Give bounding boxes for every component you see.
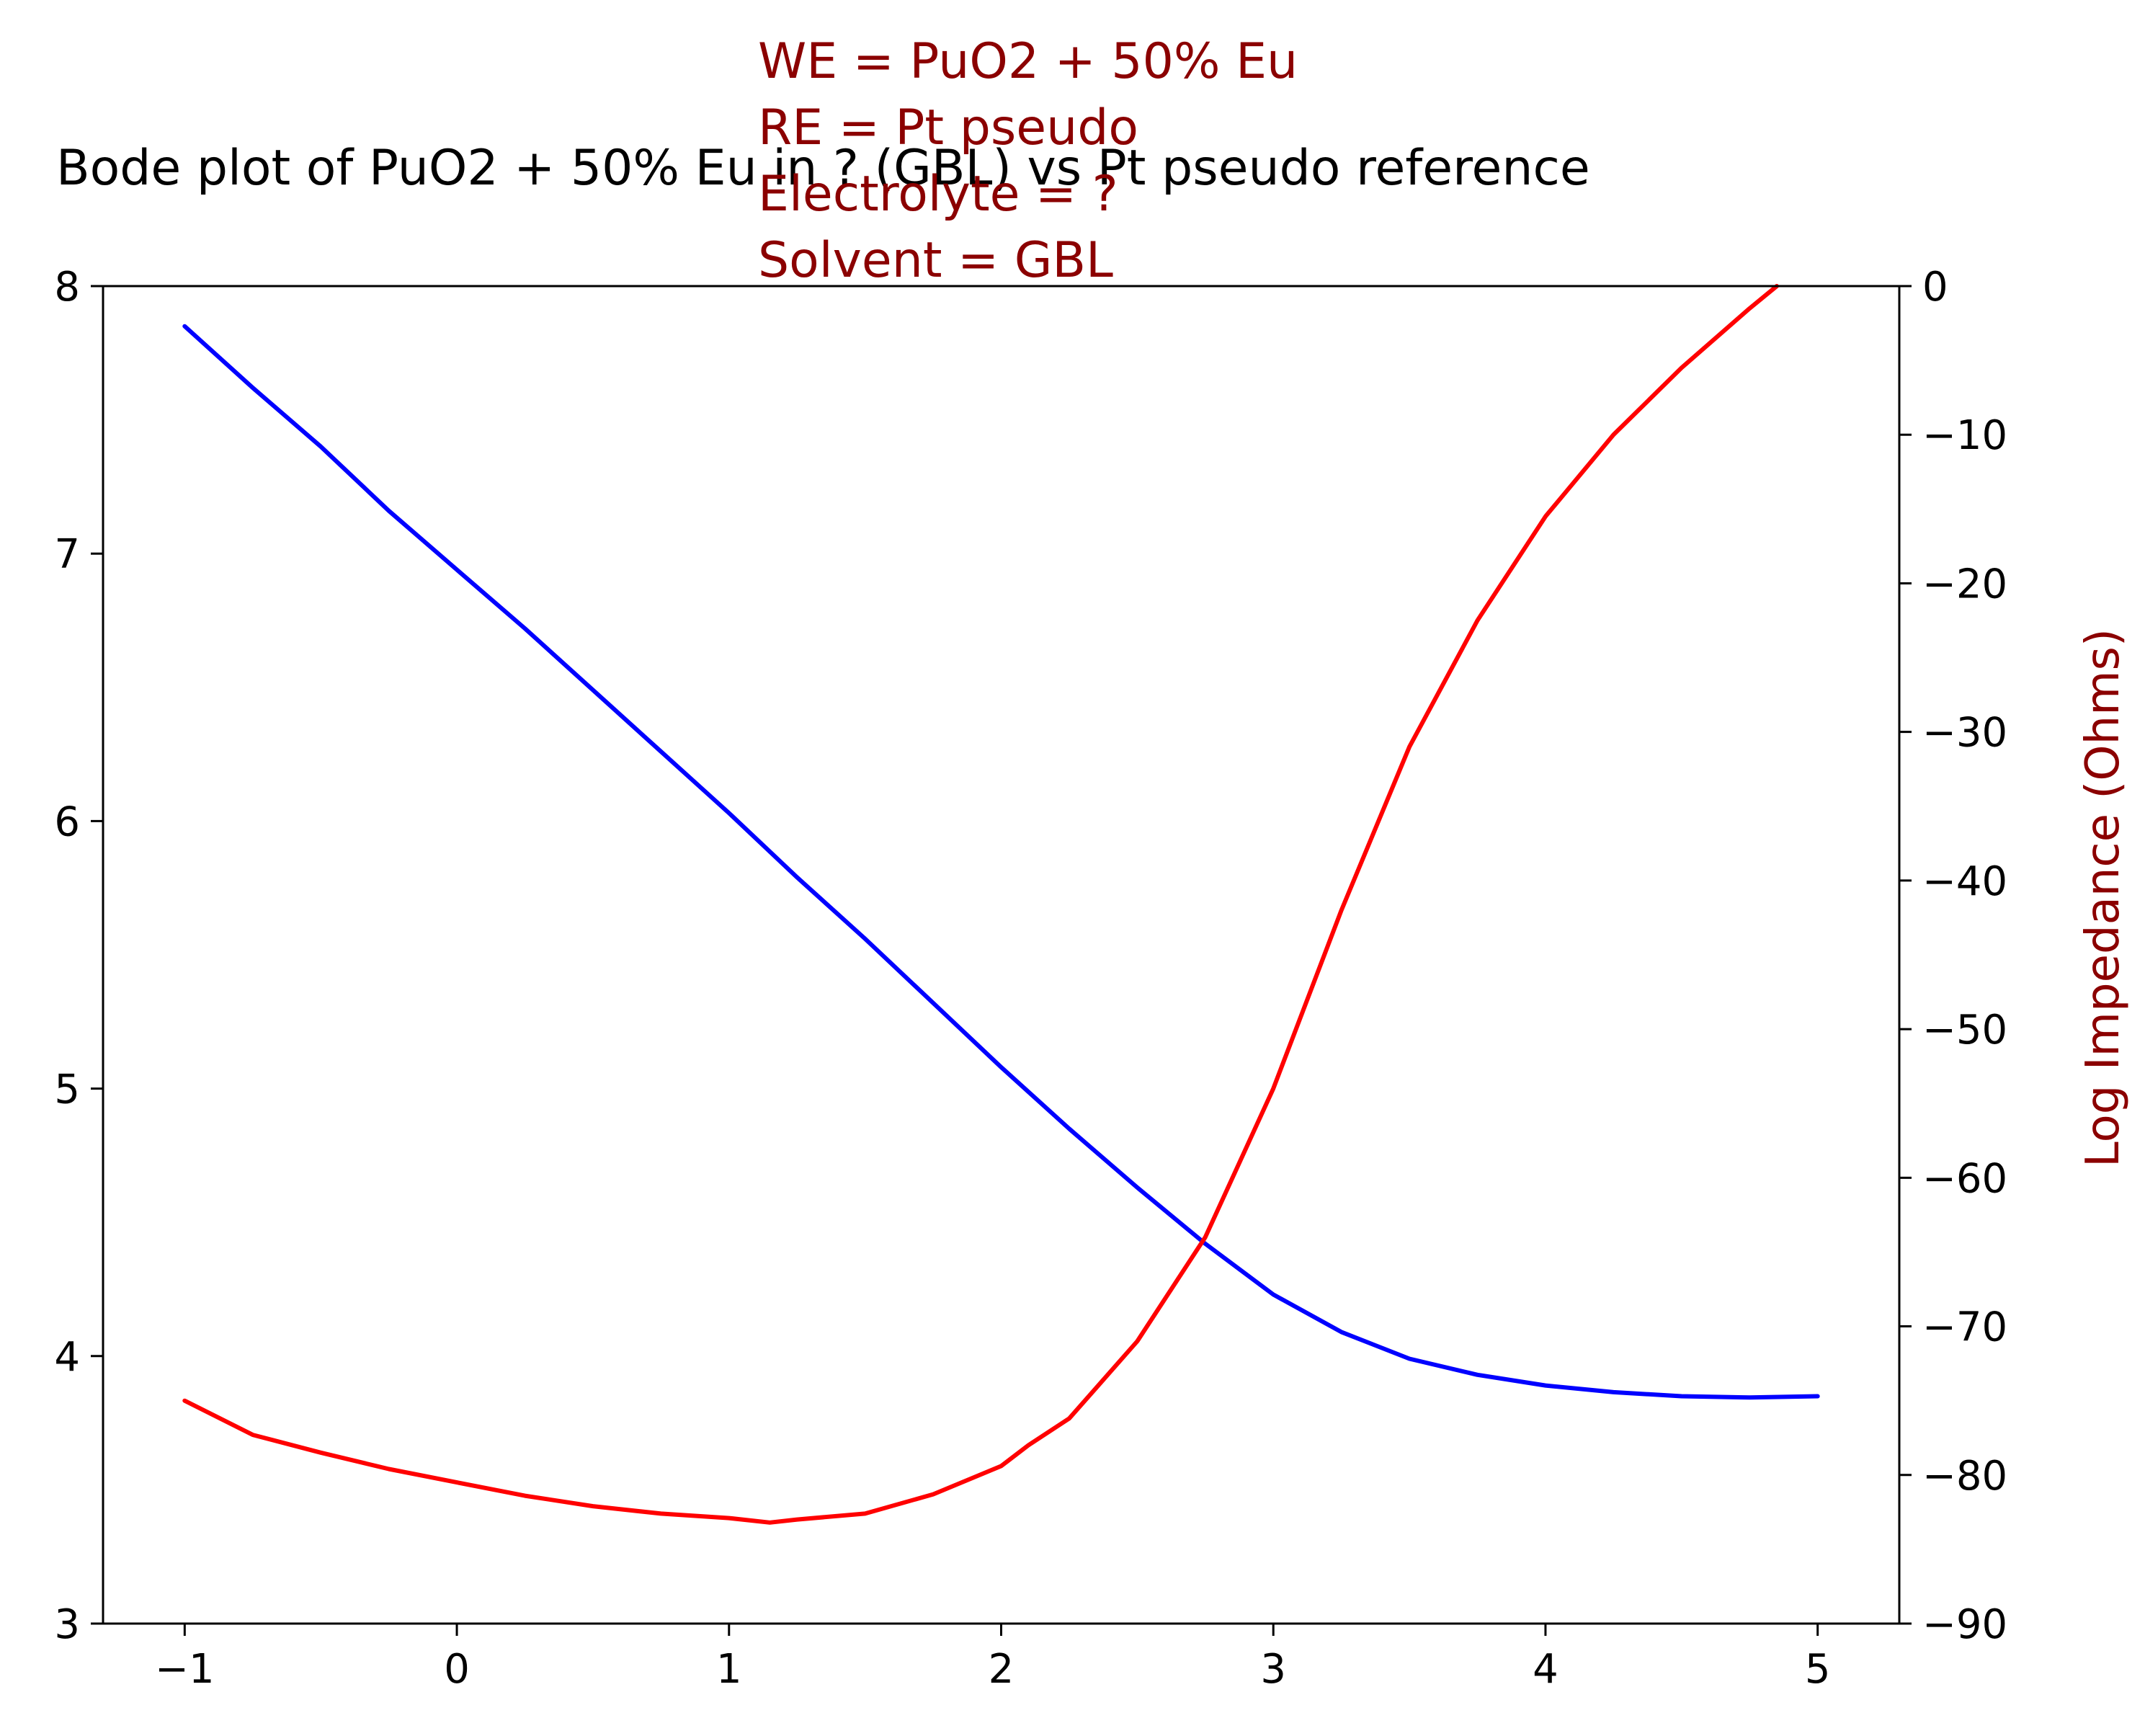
right-y-tick-label: −60 — [1922, 1155, 2007, 1202]
x-tick-label: 1 — [716, 1646, 742, 1693]
right-y-tick-label: −70 — [1922, 1304, 2007, 1351]
x-tick-label: 0 — [444, 1646, 470, 1693]
impedance-series-line — [182, 324, 1820, 1400]
x-tick-label: 3 — [1260, 1646, 1286, 1693]
right-y-tick-label: −10 — [1922, 412, 2007, 459]
annotation-line-4: Solvent = GBL — [758, 232, 1113, 289]
right-y-tick-label: −30 — [1922, 710, 2007, 757]
chart-title: Bode plot of PuO2 + 50% Eu in ? (GBL) vs… — [56, 140, 1590, 197]
right-y-tick-label: −50 — [1922, 1007, 2007, 1054]
x-tick-label: 4 — [1533, 1646, 1558, 1693]
right-y-tick-label: −80 — [1922, 1453, 2007, 1500]
right-y-tick-label: −20 — [1922, 561, 2007, 607]
phase-series-line — [182, 284, 1779, 1525]
annotation-line-2: RE = Pt pseudo — [758, 99, 1138, 156]
left-y-tick-label: 6 — [54, 798, 80, 845]
right-axis-label: Log Impedance (Ohms) — [2077, 628, 2130, 1167]
annotation-line-1: WE = PuO2 + 50% Eu — [758, 33, 1298, 90]
x-tick-label: −1 — [155, 1646, 215, 1693]
left-y-tick-label: 8 — [54, 264, 80, 311]
right-y-tick-label: −40 — [1922, 858, 2007, 905]
left-y-tick-label: 7 — [54, 531, 80, 578]
left-y-tick-label: 5 — [54, 1067, 80, 1113]
left-y-tick-label: 4 — [54, 1334, 80, 1381]
right-y-tick-label: −90 — [1922, 1601, 2007, 1648]
right-y-tick-label: 0 — [1922, 264, 1948, 311]
x-tick-label: 2 — [989, 1646, 1014, 1693]
left-y-tick-label: 3 — [54, 1601, 80, 1648]
x-tick-label: 5 — [1805, 1646, 1831, 1693]
annotation-line-3: Electrolyte = ? — [758, 166, 1118, 223]
